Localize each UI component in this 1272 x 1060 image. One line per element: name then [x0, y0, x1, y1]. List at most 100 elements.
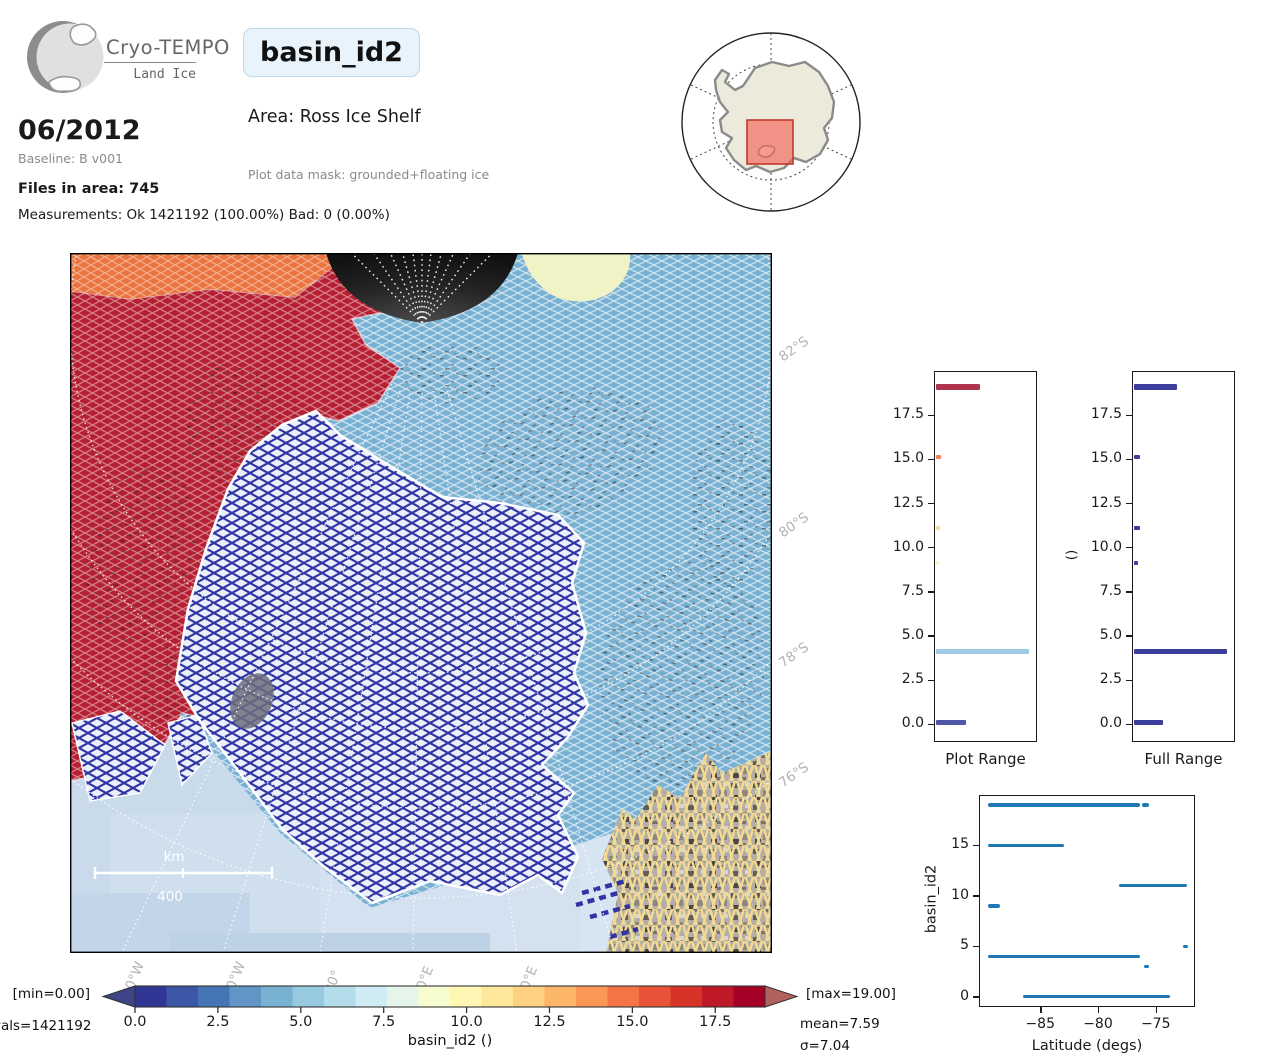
y-tick-label: 2.5 [901, 671, 924, 688]
y-tick [1126, 414, 1132, 416]
colorbar-tick-label: 17.5 [699, 1014, 732, 1030]
latitude_profile-xlabel: Latitude (degs) [1031, 1038, 1143, 1054]
scatter-segment [1142, 803, 1149, 807]
x-tick [1040, 1007, 1042, 1013]
measurements-label: Measurements: Ok 1421192 (100.00%) Bad: … [18, 207, 390, 223]
baseline-label: Baseline: B v001 [18, 151, 123, 166]
colorbar-segment [670, 986, 703, 1007]
full_range-axes [1132, 371, 1235, 742]
plot_range-title: Plot Range [945, 750, 1026, 768]
files-in-area-label: Files in area: 745 [18, 181, 160, 197]
indigo-track-dashes [575, 878, 639, 940]
scalebar-unit: km [164, 849, 185, 865]
y-tick [928, 547, 934, 549]
basin-0-region [174, 409, 590, 905]
histogram-bar [935, 383, 980, 390]
colorbar-svg [101, 985, 799, 1013]
histogram-bar [1133, 561, 1138, 566]
y-tick-label: 7.5 [1099, 582, 1122, 599]
area-label: Area: Ross Ice Shelf [248, 107, 421, 127]
colorbar-tick-label: 0.0 [123, 1014, 147, 1030]
y-tick [928, 679, 934, 681]
y-tick-label: 10 [951, 886, 969, 903]
basin-map: km 400 [70, 253, 772, 953]
date-label: 06/2012 [18, 115, 141, 146]
y-tick [973, 945, 979, 948]
colorbar-segment [702, 986, 735, 1007]
polar-fan-meridians [326, 253, 518, 323]
plot-mask-label: Plot data mask: grounded+floating ice [248, 167, 490, 182]
map-scalebar [93, 867, 274, 879]
lat-label-82s: 82°S [776, 333, 812, 366]
x-tick-label: −75 [1140, 1016, 1171, 1032]
colorbar-segment [355, 986, 388, 1007]
y-tick-label: 5.0 [901, 627, 924, 643]
latitude_profile-ylabel: basin_id2 [923, 864, 940, 934]
x-tick [1155, 1007, 1158, 1013]
logo-title: Cryo-TEMPO [106, 36, 230, 59]
colorbar-segment [513, 986, 546, 1007]
y-tick [1126, 547, 1132, 549]
x-tick-label: −80 [1083, 1016, 1113, 1032]
scatter-segment [1022, 995, 1170, 999]
y-tick-label: 0.0 [901, 715, 924, 732]
antarctica-locator-inset [681, 32, 861, 212]
map-graticule [70, 253, 772, 953]
y-tick [1126, 591, 1132, 593]
colorbar-tick-label: 12.5 [533, 1014, 566, 1030]
y-tick-label: 0 [960, 987, 969, 1004]
histogram-bar [1133, 383, 1177, 390]
variable-chip: basin_id2 [243, 28, 420, 77]
colorbar-tick-label: 10.0 [450, 1014, 483, 1030]
y-tick-label: 7.5 [901, 582, 924, 599]
y-tick-label: 15 [951, 836, 969, 853]
colorbar-vals-label: vals=1421192 [0, 1018, 92, 1034]
colorbar-segment [166, 986, 199, 1007]
plot_range-axes [934, 371, 1037, 742]
y-tick [1126, 679, 1132, 681]
inset-antarctica-land [713, 60, 836, 174]
colorbar-max-label: [max=19.00] [806, 986, 896, 1002]
colorbar-over-arrow [764, 985, 799, 1008]
y-tick-label: 17.5 [1090, 406, 1122, 423]
y-tick-label: 15.0 [1090, 450, 1122, 467]
colorbar-segment [418, 986, 451, 1007]
scatter-segment [988, 904, 1000, 908]
colorbar-segment [607, 986, 640, 1007]
y-tick-label: 10.0 [892, 538, 924, 555]
y-tick [928, 723, 934, 726]
colorbar-segment [261, 986, 294, 1007]
histogram-bar [935, 455, 941, 460]
colorbar-tick-label: 2.5 [206, 1014, 230, 1030]
colorbar-axis-label: basin_id2 () [407, 1033, 493, 1049]
scatter-segment [1118, 884, 1187, 888]
y-tick [1126, 502, 1132, 505]
y-tick-label: 12.5 [892, 494, 924, 511]
latitude_profile-axes [979, 795, 1195, 1007]
y-tick [973, 996, 979, 998]
y-tick-label: 0.0 [1099, 715, 1122, 732]
colorbar-tick-label: 7.5 [372, 1014, 396, 1030]
map-border [70, 253, 772, 953]
colorbar-mean-label: mean=7.59 [800, 1016, 880, 1032]
histogram-bar [935, 719, 966, 725]
basin-9-region [522, 253, 631, 302]
colorbar-segment [481, 986, 514, 1007]
logo-subtitle: Land Ice [133, 67, 196, 82]
scalebar-value: 400 [157, 889, 183, 905]
lat-label-76s: 76°S [776, 759, 812, 792]
histogram-bar [1133, 649, 1227, 655]
histogram-bar [1133, 525, 1140, 530]
colorbar-segment [450, 986, 483, 1007]
colorbar-under-arrow [101, 985, 136, 1008]
y-tick-label: 10.0 [1090, 538, 1122, 555]
logo-antarctica-outline [48, 75, 82, 93]
colorbar-tick-label: 5.0 [289, 1014, 313, 1030]
colorbar-segment [576, 986, 609, 1007]
polar-gap-fan [326, 253, 518, 323]
y-tick [1126, 723, 1132, 726]
logo-greenland-outline [69, 23, 97, 46]
scatter-segment [988, 843, 1065, 848]
y-tick-label: 5.0 [1099, 627, 1122, 643]
